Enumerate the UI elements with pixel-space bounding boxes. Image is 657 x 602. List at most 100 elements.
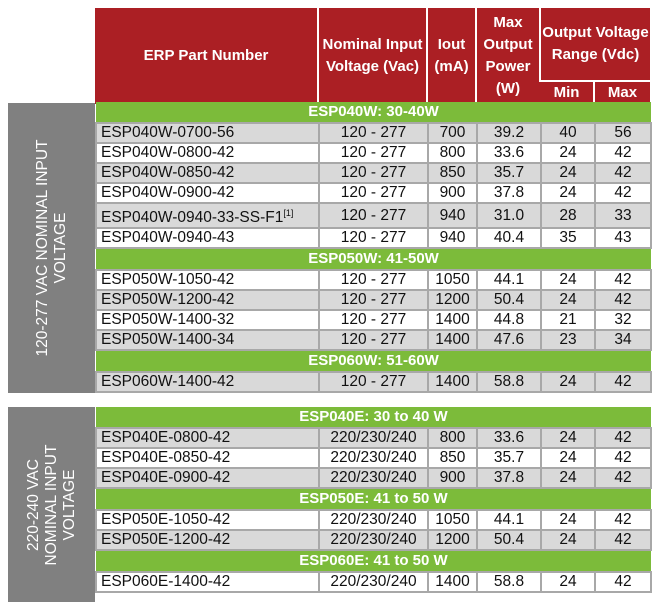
- cell-part: ESP050W-1400-32: [95, 309, 320, 331]
- cell-max: 42: [594, 467, 652, 489]
- cell-min: 40: [540, 122, 596, 144]
- table-row: ESP050E-1200-42 220/230/240 1200 50.4 24 42: [95, 529, 652, 551]
- cell-iout: 800: [427, 427, 478, 449]
- max-value: 33: [614, 206, 632, 224]
- col-max: Max: [593, 80, 650, 104]
- table-row: ESP040E-0900-42 220/230/240 900 37.8 24 42: [95, 467, 652, 489]
- vin-value: 120 - 277: [340, 331, 407, 348]
- power-value: 44.1: [493, 271, 525, 288]
- cell-power: 58.8: [476, 571, 542, 593]
- part-value: ESP060W-1400-42: [101, 373, 235, 390]
- max-value: 34: [614, 331, 632, 348]
- vin-value: 220/230/240: [330, 531, 417, 548]
- cell-power: 44.1: [476, 509, 542, 531]
- table-row: ESP050W-1200-42 120 - 277 1200 50.4 24 42: [95, 289, 653, 311]
- table-row: ESP060W-1400-42 120 - 277 1400 58.8 24 42: [95, 371, 653, 393]
- power-value: 50.4: [493, 291, 525, 308]
- min-value: 24: [559, 184, 577, 201]
- cell-part: ESP060W-1400-42: [95, 371, 320, 393]
- cell-max: 42: [594, 427, 652, 449]
- cell-min: 24: [540, 289, 596, 311]
- cell-max: 42: [594, 529, 652, 551]
- max-value: 42: [614, 271, 632, 288]
- table-header: ERP Part Number Nominal Input Voltage (V…: [95, 8, 650, 104]
- col-min: Min: [540, 80, 594, 104]
- max-value: 42: [614, 144, 632, 161]
- cell-part: ESP050W-1050-42: [95, 269, 320, 291]
- table-row: ESP050W-1400-32 120 - 277 1400 44.8 21 32: [95, 309, 653, 331]
- cell-power: 58.8: [476, 371, 542, 393]
- cell-max: 34: [593, 329, 653, 351]
- cell-iout: 900: [427, 467, 478, 489]
- max-value: 42: [614, 511, 632, 528]
- cell-power: 35.7: [476, 162, 542, 184]
- cell-max: 32: [593, 309, 653, 331]
- cell-iout: 700: [427, 122, 478, 144]
- cell-part: ESP040E-0850-42: [95, 447, 320, 469]
- cell-iout: 1400: [427, 329, 478, 351]
- power-value: 37.8: [493, 469, 525, 486]
- vin-value: 220/230/240: [330, 429, 417, 446]
- min-value: 24: [559, 531, 577, 548]
- part-value: ESP050E-1050-42: [101, 511, 231, 528]
- vin-value: 220/230/240: [330, 511, 417, 528]
- cell-iout: 900: [427, 182, 478, 204]
- cell-vin: 220/230/240: [318, 571, 429, 593]
- cell-min: 21: [540, 309, 596, 331]
- cell-vin: 220/230/240: [318, 467, 429, 489]
- vin-value: 120 - 277: [340, 164, 407, 181]
- max-value: 42: [614, 449, 632, 466]
- vin-value: 120 - 277: [340, 144, 407, 161]
- section-header: ESP060W: 51-60W: [96, 350, 652, 372]
- side-label-120-277: 120-277 VAC NOMINAL INPUT VOLTAGE: [8, 103, 95, 393]
- table-row: ESP040W-0900-42 120 - 277 900 37.8 24 42: [95, 182, 653, 204]
- table-row: ESP050E-1050-42 220/230/240 1050 44.1 24 42: [95, 509, 652, 531]
- vin-value: 120 - 277: [340, 291, 407, 308]
- section-title: ESP040W: 30-40W: [96, 102, 652, 123]
- part-value: ESP060E-1400-42: [101, 573, 231, 590]
- power-value: 44.1: [493, 511, 525, 528]
- max-value: 42: [614, 164, 632, 181]
- cell-vin: 120 - 277: [318, 309, 429, 331]
- power-value: 58.8: [493, 373, 525, 390]
- power-value: 33.6: [493, 429, 525, 446]
- cell-max: 42: [593, 162, 653, 184]
- cell-power: 37.8: [476, 467, 542, 489]
- cell-vin: 220/230/240: [318, 447, 429, 469]
- cell-vin: 220/230/240: [318, 427, 429, 449]
- cell-min: 24: [540, 269, 596, 291]
- power-value: 33.6: [493, 144, 525, 161]
- cell-iout: 1400: [427, 371, 478, 393]
- section-header: ESP050E: 41 to 50 W: [96, 488, 651, 510]
- power-value: 44.8: [493, 311, 525, 328]
- cell-min: 28: [540, 202, 596, 229]
- min-value: 21: [559, 311, 577, 328]
- power-value: 31.0: [493, 206, 525, 224]
- cell-iout: 1050: [427, 509, 478, 531]
- max-value: 32: [614, 311, 632, 328]
- table-row: ESP040W-0940-33-SS-F1[1] 120 - 277 940 31.0…: [95, 202, 653, 229]
- section-title: ESP060E: 41 to 50 W: [96, 550, 651, 572]
- min-value: 24: [559, 511, 577, 528]
- cell-min: 24: [540, 371, 596, 393]
- cell-iout: 850: [427, 447, 478, 469]
- min-value: 40: [559, 124, 577, 141]
- table-row: ESP050W-1400-34 120 - 277 1400 47.6 23 34: [95, 329, 653, 351]
- cell-max: 42: [593, 269, 653, 291]
- min-value: 24: [559, 449, 577, 466]
- cell-part: ESP050W-1200-42: [95, 289, 320, 311]
- cell-min: 35: [540, 227, 596, 249]
- vin-value: 120 - 277: [340, 271, 407, 288]
- cell-vin: 120 - 277: [318, 289, 429, 311]
- min-value: 24: [559, 429, 577, 446]
- part-value: ESP040W-0800-42: [101, 144, 235, 161]
- power-value: 37.8: [493, 184, 525, 201]
- cell-vin: 220/230/240: [318, 509, 429, 531]
- power-value: 50.4: [493, 531, 525, 548]
- cell-min: 24: [540, 427, 596, 449]
- vin-value: 220/230/240: [330, 449, 417, 466]
- cell-part: ESP040E-0900-42: [95, 467, 320, 489]
- cell-max: 33: [593, 202, 653, 229]
- cell-power: 47.6: [476, 329, 542, 351]
- iout-value: 1400: [435, 573, 470, 590]
